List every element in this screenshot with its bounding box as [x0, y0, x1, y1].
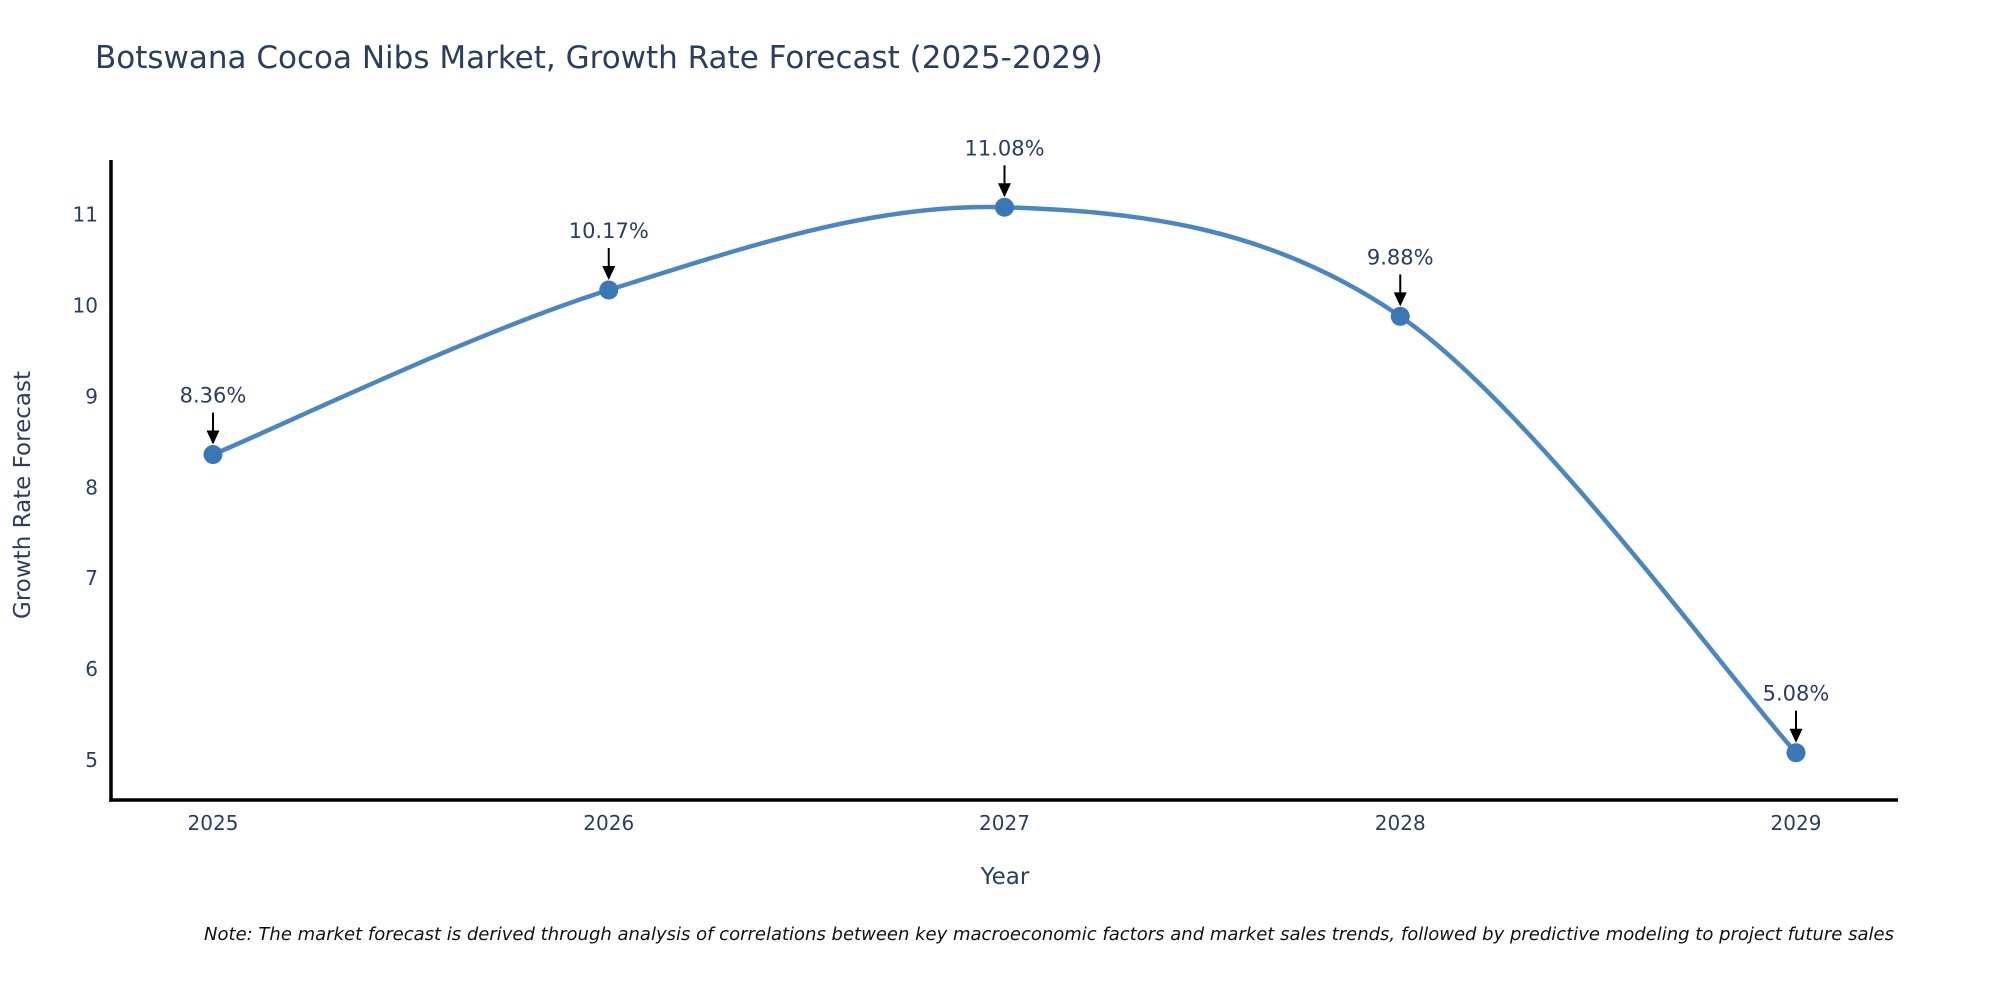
y-tick-label: 11	[73, 203, 98, 227]
annotation-arrowhead-icon	[998, 183, 1011, 198]
annotation-arrowhead-icon	[206, 430, 220, 445]
annotation-arrowhead-icon	[1789, 728, 1803, 743]
y-axis-title: Growth Rate Forecast	[10, 371, 36, 619]
x-tick-label: 2027	[979, 811, 1030, 835]
chart-title: Botswana Cocoa Nibs Market, Growth Rate …	[95, 40, 1103, 76]
x-tick-label: 2029	[1771, 811, 1822, 835]
plot-area: 5 6 7 8 9 10 11 2025 2026 2027 2028 2029 8.36% 10.17%…	[73, 136, 1830, 835]
y-tick-label: 5	[85, 748, 98, 772]
annotation-arrowhead-icon	[602, 266, 616, 280]
y-tick-label: 10	[73, 293, 98, 317]
data-point-marker[interactable]	[203, 445, 223, 465]
y-tick-label: 7	[85, 566, 98, 590]
annotation-arrowhead-icon	[1393, 292, 1407, 307]
x-tick-label: 2026	[583, 811, 634, 835]
point-annotation-label: 5.08%	[1763, 682, 1830, 706]
data-point-marker[interactable]	[1390, 306, 1410, 326]
point-annotation-label: 9.88%	[1367, 245, 1434, 269]
point-annotation-label: 10.17%	[569, 219, 649, 243]
data-point-marker[interactable]	[1786, 743, 1806, 763]
footnote: Note: The market forecast is derived thr…	[204, 924, 1894, 945]
y-tick-label: 8	[85, 475, 98, 499]
forecast-line	[210, 204, 1799, 755]
x-tick-label: 2025	[188, 811, 239, 835]
x-axis-title: Year	[980, 864, 1030, 890]
data-point-marker[interactable]	[599, 280, 619, 300]
point-annotation-label: 8.36%	[180, 384, 247, 408]
y-tick-label: 6	[85, 657, 98, 681]
y-tick-label: 9	[85, 384, 98, 408]
point-annotation-label: 11.08%	[964, 136, 1044, 160]
data-point-marker[interactable]	[995, 197, 1014, 217]
x-tick-label: 2028	[1375, 811, 1426, 835]
